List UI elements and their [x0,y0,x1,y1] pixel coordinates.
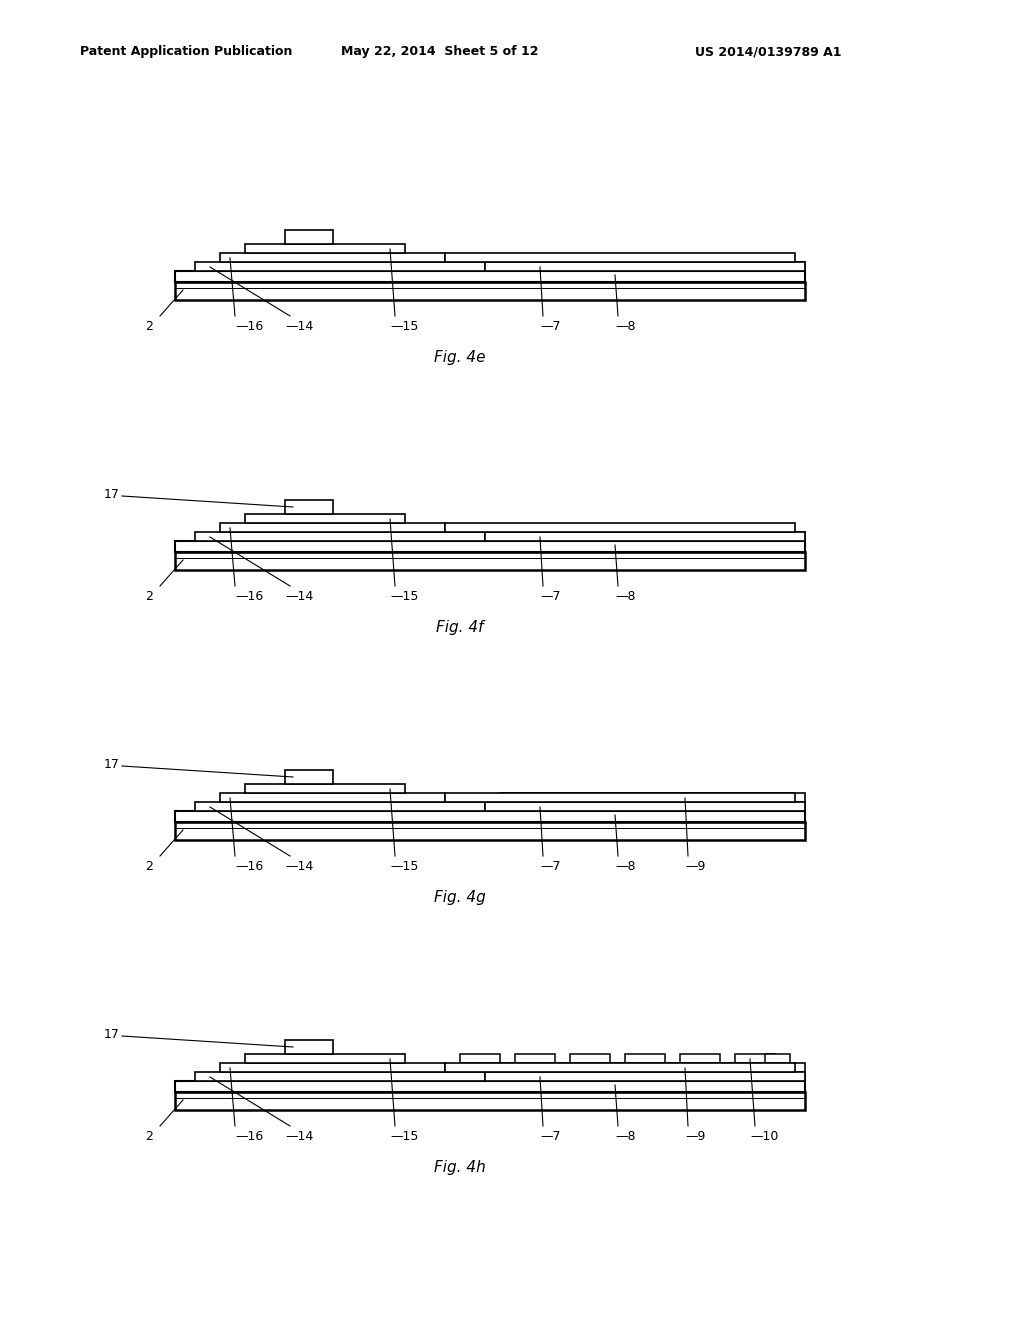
Bar [485,1072,805,1081]
Bar [485,532,805,541]
Bar [285,770,333,784]
Bar [570,1053,610,1063]
Text: May 22, 2014  Sheet 5 of 12: May 22, 2014 Sheet 5 of 12 [341,45,539,58]
Bar [445,793,795,803]
Text: Fig. 4f: Fig. 4f [436,620,483,635]
Bar [460,803,805,810]
Bar [485,261,805,271]
Bar [285,500,333,513]
Bar [625,1053,665,1063]
Bar [175,541,805,552]
Bar [515,1053,555,1063]
Text: Fig. 4h: Fig. 4h [434,1160,485,1175]
Text: 2: 2 [145,590,153,603]
Bar [195,1072,485,1081]
Text: —7: —7 [540,590,560,603]
Text: —15: —15 [390,590,419,603]
Bar [500,1063,805,1072]
Bar [195,261,485,271]
Bar [175,271,805,282]
Text: —9: —9 [685,861,706,873]
Bar [445,523,795,532]
Text: —8: —8 [615,1130,636,1143]
Bar [445,253,795,261]
Bar [245,513,406,523]
Bar [460,261,805,271]
Text: 17: 17 [104,759,120,771]
Bar [460,532,805,541]
Text: —16: —16 [234,861,263,873]
Text: 2: 2 [145,861,153,873]
Text: —15: —15 [390,1130,419,1143]
Text: —7: —7 [540,319,560,333]
Bar [195,803,485,810]
Text: US 2014/0139789 A1: US 2014/0139789 A1 [695,45,842,58]
Bar [445,1063,795,1072]
Text: —14: —14 [285,861,313,873]
Bar [195,532,485,541]
Bar [175,1092,805,1110]
Text: —15: —15 [390,861,419,873]
Bar [285,230,333,244]
Text: 17: 17 [104,1028,120,1041]
Bar [500,793,805,803]
Bar [285,1040,333,1053]
Bar [220,1063,445,1072]
Bar [220,253,445,261]
Bar [735,1053,775,1063]
Text: 2: 2 [145,319,153,333]
Text: —16: —16 [234,590,263,603]
Bar [220,793,445,803]
Bar [460,1053,500,1063]
Text: —9: —9 [685,1130,706,1143]
Text: —8: —8 [615,319,636,333]
Bar [175,810,805,822]
Bar [680,1053,720,1063]
Text: —14: —14 [285,319,313,333]
Text: —7: —7 [540,1130,560,1143]
Text: Fig. 4g: Fig. 4g [434,890,485,906]
Text: —8: —8 [615,861,636,873]
Text: —16: —16 [234,319,263,333]
Bar [245,1053,406,1063]
Text: —15: —15 [390,319,419,333]
Bar [175,282,805,300]
Text: —8: —8 [615,590,636,603]
Bar [220,523,445,532]
Text: 2: 2 [145,1130,153,1143]
Bar [485,803,805,810]
Text: —10: —10 [750,1130,778,1143]
Bar [245,784,406,793]
Text: —14: —14 [285,590,313,603]
Bar [175,1081,805,1092]
Text: —16: —16 [234,1130,263,1143]
Bar [175,822,805,840]
Text: Patent Application Publication: Patent Application Publication [80,45,293,58]
Text: 17: 17 [104,488,120,502]
Bar [175,552,805,570]
Bar [765,1053,790,1063]
Bar [460,1072,805,1081]
Text: —7: —7 [540,861,560,873]
Text: —14: —14 [285,1130,313,1143]
Text: Fig. 4e: Fig. 4e [434,350,485,366]
Bar [245,244,406,253]
